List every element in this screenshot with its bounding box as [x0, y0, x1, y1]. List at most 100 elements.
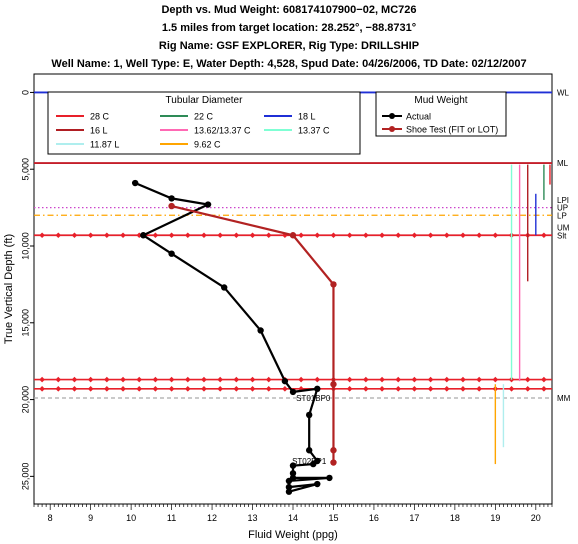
horizon-label-lp: LP — [557, 211, 567, 220]
tubular-diamond-marker — [379, 376, 385, 383]
tubular-diamond-marker — [152, 376, 159, 383]
tubular-diamond-marker — [184, 232, 191, 239]
tubular-diamond-marker — [395, 386, 402, 392]
y-tick-label: 20,000 — [20, 386, 30, 414]
tubular-diamond-marker — [265, 376, 272, 383]
x-tick-label: 20 — [531, 513, 541, 523]
tubular-diamond-marker — [120, 376, 126, 383]
tubular-diamond-marker — [249, 232, 256, 239]
mud-legend-entry: Shoe Test (FIT or LOT) — [406, 125, 498, 135]
shoe-test-point — [330, 381, 337, 388]
tubular-diamond-marker — [136, 386, 143, 392]
tubular-diamond-marker — [508, 386, 515, 392]
horizon-label-ml: ML — [557, 159, 569, 168]
tubular-diamond-marker — [217, 232, 223, 239]
tubular-diamond-marker — [524, 386, 531, 392]
tubular-diamond-marker — [427, 232, 434, 239]
tubular-diamond-marker — [476, 232, 482, 239]
tubular-diamond-marker — [87, 232, 94, 239]
shoe-test-point — [289, 232, 297, 239]
actual-point — [281, 377, 289, 385]
actual-point — [204, 201, 212, 208]
tubular-legend-entry: 28 C — [90, 112, 110, 122]
tubular-diamond-marker — [411, 376, 418, 383]
mud-legend-marker — [389, 126, 395, 132]
x-tick-label: 13 — [248, 513, 258, 523]
tubular-legend-entry: 16 L — [90, 126, 108, 136]
tubular-diamond-marker — [395, 376, 402, 383]
tubular-diamond-marker — [282, 386, 288, 392]
tubular-diamond-marker — [249, 386, 256, 392]
tubular-legend-box — [47, 91, 361, 155]
actual-point — [168, 250, 175, 257]
tubular-diamond-marker — [233, 386, 240, 392]
x-tick-label: 14 — [288, 513, 298, 523]
actual-point — [310, 460, 317, 468]
tubular-legend-entry: 18 L — [298, 112, 316, 122]
tubular-diamond-marker — [168, 376, 175, 383]
chart-subtitle-well: Well Name: 1, Well Type: E, Water Depth:… — [51, 58, 527, 70]
tubular-diamond-marker — [39, 232, 45, 239]
tubular-diamond-marker — [71, 376, 78, 383]
tubular-diamond-marker — [55, 386, 62, 392]
tubular-diamond-marker — [492, 232, 499, 239]
annotation-label: ST02BP1 — [292, 457, 327, 466]
actual-point — [285, 488, 293, 495]
tubular-diamond-marker — [87, 376, 94, 383]
actual-point — [305, 411, 313, 419]
tubular-legend-entry: 11.87 L — [90, 140, 119, 150]
x-tick-label: 17 — [409, 513, 419, 523]
tubular-legend-title: Tubular Diameter — [166, 95, 244, 106]
tubular-diamond-marker — [55, 376, 62, 383]
x-tick-label: 10 — [126, 513, 136, 523]
tubular-diamond-marker — [217, 386, 223, 392]
tubular-diamond-marker — [541, 232, 547, 239]
tubular-diamond-marker — [411, 232, 418, 239]
tubular-diamond-marker — [71, 386, 78, 392]
tubular-diamond-marker — [541, 376, 547, 383]
tubular-diamond-marker — [346, 386, 353, 392]
shoe-test-point — [330, 459, 337, 466]
actual-point — [314, 385, 321, 393]
tubular-diamond-marker — [298, 232, 304, 239]
tubular-diamond-marker — [104, 386, 110, 392]
annotation-label: ST01BP0 — [296, 394, 331, 403]
actual-point — [168, 195, 175, 202]
tubular-diamond-marker — [395, 232, 402, 239]
mud-legend-entry: Actual — [406, 112, 431, 122]
tubular-legend-entry: 13.37 C — [298, 126, 330, 136]
chart-subtitle-location: 1.5 miles from target location: 28.252°,… — [161, 22, 417, 34]
tubular-diamond-marker — [427, 386, 434, 392]
tubular-diamond-marker — [314, 232, 321, 239]
x-tick-label: 9 — [88, 513, 93, 523]
tubular-diamond-marker — [411, 386, 418, 392]
tubular-diamond-marker — [168, 232, 175, 239]
y-axis-label: True Vertical Depth (ft) — [3, 234, 15, 344]
actual-point — [131, 179, 139, 187]
tubular-diamond-marker — [201, 386, 207, 392]
chart-title: Depth vs. Mud Weight: 608174107900−02, M… — [161, 4, 417, 16]
tubular-legend-entry: 13.62/13.37 C — [194, 126, 251, 136]
tubular-diamond-marker — [152, 232, 159, 239]
tubular-diamond-marker — [363, 232, 369, 239]
y-tick-label: 25,000 — [20, 463, 30, 491]
x-tick-label: 8 — [48, 513, 53, 523]
actual-point — [289, 470, 297, 477]
tubular-diamond-marker — [233, 376, 240, 383]
tubular-diamond-marker — [104, 232, 110, 239]
tubular-diamond-marker — [476, 386, 482, 392]
tubular-diamond-marker — [249, 376, 256, 383]
shoe-test-point — [168, 202, 175, 210]
tubular-diamond-marker — [443, 386, 450, 392]
actual-point — [221, 284, 228, 291]
x-tick-label: 16 — [369, 513, 379, 523]
tubular-diamond-marker — [460, 232, 466, 239]
actual-point — [140, 232, 147, 239]
tubular-diamond-marker — [346, 232, 353, 239]
tubular-diamond-marker — [168, 386, 175, 392]
y-tick-label: 5,000 — [20, 158, 30, 181]
y-tick-label: 0 — [20, 90, 30, 95]
tubular-diamond-marker — [184, 376, 191, 383]
